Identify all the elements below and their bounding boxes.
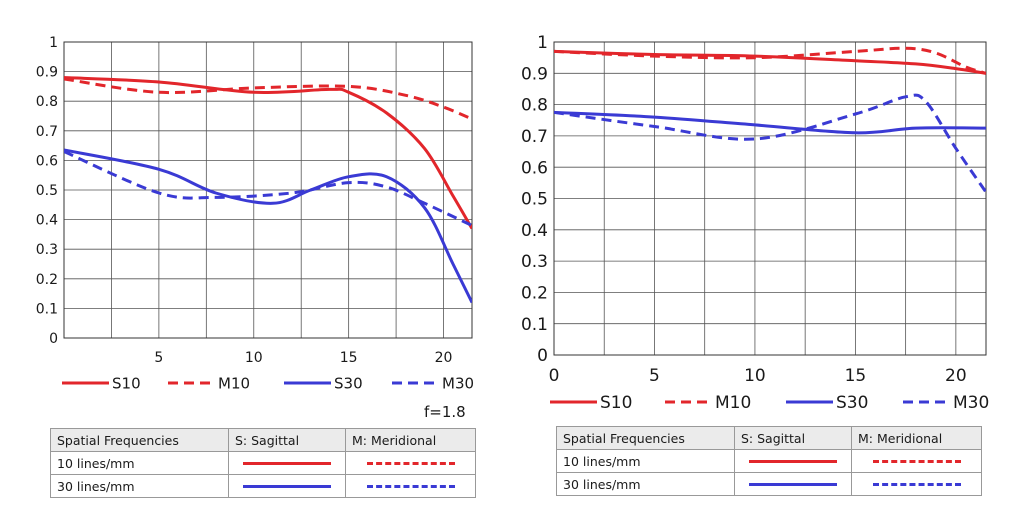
y-tick-label: 0: [537, 346, 548, 366]
series-line-m10: [554, 46, 986, 75]
legend-label-s10: S10: [600, 393, 632, 413]
header-spatial-frequencies: Spatial Frequencies: [50, 428, 229, 452]
x-tick-label: 15: [340, 350, 358, 366]
legend-label-m30: M30: [442, 374, 474, 392]
swatch-m30: [851, 472, 982, 496]
swatch-s10: [734, 449, 852, 473]
swatch-m10: [851, 449, 982, 473]
y-tick-label: 0.9: [36, 65, 58, 81]
y-tick-label: 0.2: [36, 272, 58, 288]
series-line-s10: [554, 49, 986, 75]
series-line-s30: [554, 110, 986, 135]
x-tick-label: 20: [945, 366, 967, 386]
table-row: 10 lines/mm: [556, 449, 982, 473]
table-header-row: Spatial Frequencies S: Sagittal M: Merid…: [50, 428, 476, 452]
swatch-s10: [228, 451, 346, 475]
series-line-s10: [64, 76, 472, 230]
series-line-m30: [554, 93, 986, 194]
y-tick-label: 0.8: [36, 94, 58, 110]
plot-frame: [553, 41, 987, 356]
y-tick-label: 0.1: [521, 315, 548, 335]
legend-table-left: Spatial Frequencies S: Sagittal M: Merid…: [50, 428, 476, 498]
y-tick-label: 0.1: [36, 301, 58, 317]
header-spatial-frequencies: Spatial Frequencies: [556, 426, 735, 450]
y-tick-label: 0.8: [521, 96, 548, 116]
x-tick-label: 5: [154, 350, 163, 366]
y-tick-label: 1: [49, 35, 58, 51]
legend-table-right: Spatial Frequencies S: Sagittal M: Merid…: [556, 426, 982, 496]
table-row: 30 lines/mm: [556, 472, 982, 496]
y-tick-label: 0.6: [36, 153, 58, 169]
series-line-m30: [64, 150, 472, 227]
aperture-label: f=1.8: [424, 403, 466, 421]
y-tick-label: 0.4: [36, 213, 58, 229]
y-tick-label: 0: [49, 331, 58, 347]
legend-label-s30: S30: [836, 393, 868, 413]
series-line-m10: [64, 77, 472, 121]
y-tick-label: 0.4: [521, 221, 548, 241]
table-header-row: Spatial Frequencies S: Sagittal M: Merid…: [556, 426, 982, 450]
x-tick-label: 10: [744, 366, 766, 386]
header-sagittal: S: Sagittal: [228, 428, 346, 452]
y-tick-label: 1: [537, 33, 548, 53]
y-tick-label: 0.5: [521, 190, 548, 210]
y-tick-label: 0.7: [521, 127, 548, 147]
x-tick-label: 10: [245, 350, 263, 366]
swatch-s30: [734, 472, 852, 496]
row-label-30: 30 lines/mm: [556, 472, 735, 496]
x-tick-label: 0: [549, 366, 560, 386]
y-tick-label: 0.3: [521, 252, 548, 272]
header-meridional: M: Meridional: [345, 428, 476, 452]
x-tick-label: 15: [845, 366, 867, 386]
plot-frame: [63, 41, 473, 339]
row-label-10: 10 lines/mm: [556, 449, 735, 473]
legend-label-m10: M10: [715, 393, 751, 413]
header-sagittal: S: Sagittal: [734, 426, 852, 450]
x-tick-label: 20: [435, 350, 453, 366]
legend-label-m30: M30: [953, 393, 989, 413]
mtf-chart-2: 00.10.20.30.40.50.60.70.80.910 5 10 15 20S10…: [521, 33, 989, 413]
y-tick-label: 0.3: [36, 242, 58, 258]
swatch-m10: [345, 451, 476, 475]
y-tick-label: 0.6: [521, 158, 548, 178]
y-tick-label: 0.9: [521, 64, 548, 84]
y-tick-label: 0.2: [521, 284, 548, 304]
series-line-s30: [64, 148, 472, 304]
legend-label-s30: S30: [334, 374, 363, 392]
legend-label-s10: S10: [112, 374, 141, 392]
row-label-10: 10 lines/mm: [50, 451, 229, 475]
y-tick-label: 0.5: [36, 183, 58, 199]
header-meridional: M: Meridional: [851, 426, 982, 450]
y-tick-label: 0.7: [36, 124, 58, 140]
legend-label-m10: M10: [218, 374, 250, 392]
swatch-s30: [228, 474, 346, 498]
table-row: 10 lines/mm: [50, 451, 476, 475]
row-label-30: 30 lines/mm: [50, 474, 229, 498]
swatch-m30: [345, 474, 476, 498]
table-row: 30 lines/mm: [50, 474, 476, 498]
x-tick-label: 5: [649, 366, 660, 386]
